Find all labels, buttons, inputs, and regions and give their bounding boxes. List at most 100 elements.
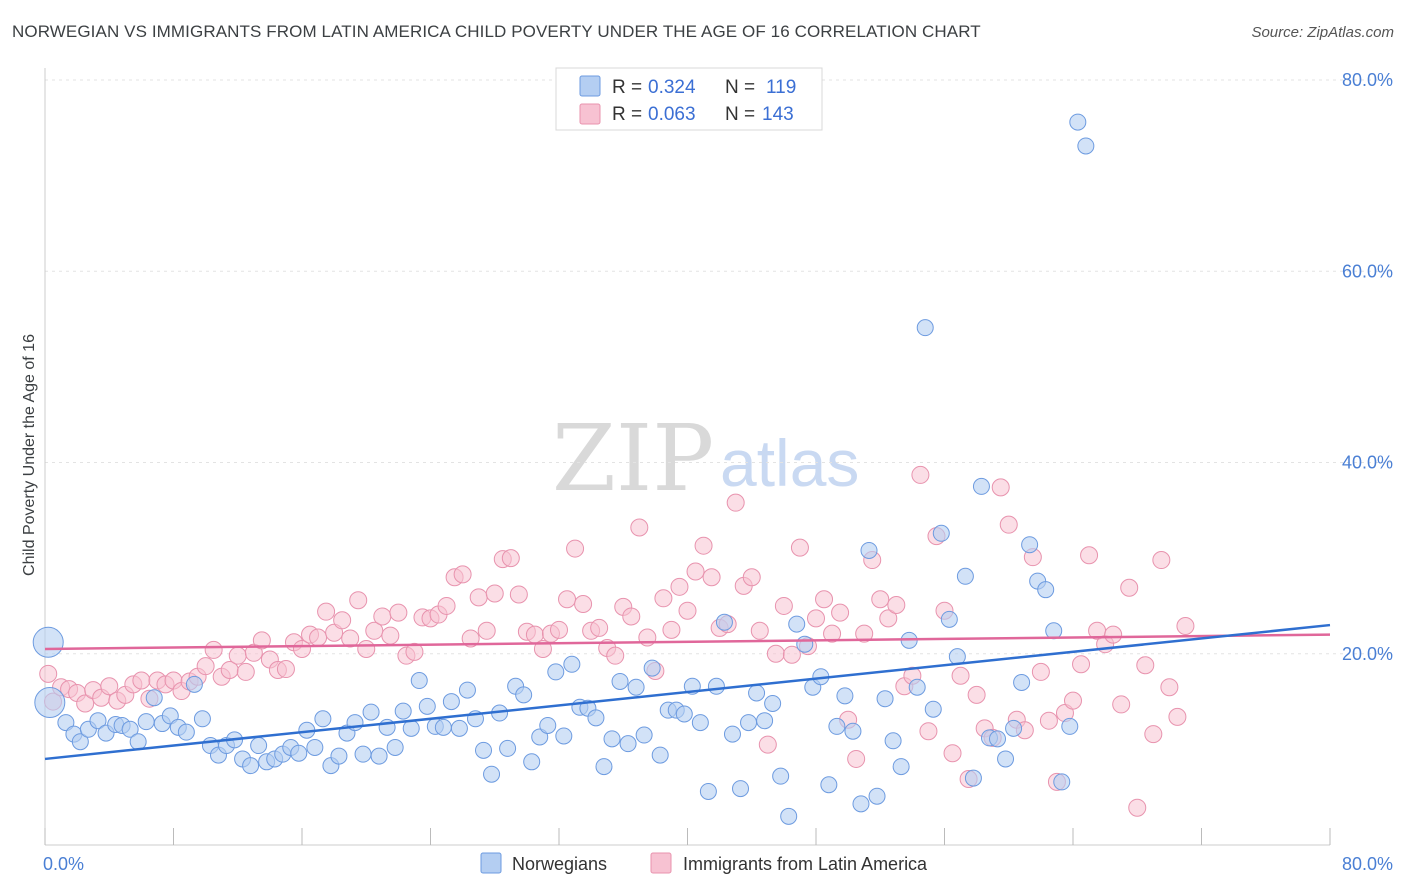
y-tick-label-60: 60.0% (1342, 261, 1393, 281)
latin-america-point (196, 657, 215, 676)
norwegian-point (121, 720, 139, 738)
latin-america-point (967, 685, 986, 704)
norwegian-point (828, 717, 846, 735)
latin-america-points (39, 465, 1195, 817)
legend-n-label-2: N = (725, 104, 755, 125)
latin-america-point (349, 591, 368, 610)
norwegian-point (523, 753, 541, 771)
norwegian-point (34, 687, 66, 719)
latin-america-point (317, 602, 336, 621)
latin-america-point (550, 620, 568, 639)
norwegian-point (820, 776, 838, 794)
norwegian-point (1069, 113, 1087, 131)
norwegian-point (193, 710, 211, 728)
y-tick-label-80: 80.0% (1342, 70, 1393, 90)
latin-america-point (871, 590, 890, 609)
norwegian-point (370, 747, 388, 765)
norwegian-point (997, 750, 1015, 768)
latin-america-point (1112, 695, 1131, 714)
latin-america-point (437, 596, 456, 615)
norwegian-point (306, 738, 324, 756)
latin-america-point (606, 646, 625, 665)
norwegian-point (434, 718, 452, 736)
latin-america-point (911, 465, 930, 484)
latin-america-point (726, 493, 745, 512)
latin-america-point (590, 618, 609, 637)
norwegian-point (330, 747, 348, 765)
latin-america-point (1104, 625, 1123, 644)
latin-america-point (1152, 551, 1171, 570)
norwegian-point (908, 678, 926, 696)
legend-swatch-latin-america (579, 103, 601, 125)
latin-america-point (815, 590, 834, 609)
latin-america-point (276, 660, 295, 679)
latin-america-point (702, 568, 721, 587)
norwegian-point (884, 732, 902, 750)
legend-r-label-1: R = (612, 77, 642, 98)
latin-america-point (566, 539, 585, 558)
norwegian-point (932, 524, 950, 542)
norwegian-point (290, 744, 308, 762)
norwegian-point (137, 713, 155, 731)
latin-america-point (774, 596, 793, 615)
latin-america-point (1080, 546, 1099, 565)
latin-america-point (742, 568, 761, 587)
latin-america-point (766, 644, 785, 663)
norwegian-point (177, 723, 195, 741)
latin-america-point (654, 589, 673, 608)
norwegian-point (627, 678, 645, 696)
norwegian-point (1077, 137, 1095, 155)
norwegian-point (788, 615, 806, 633)
latin-america-point (999, 515, 1018, 534)
norwegian-point (772, 767, 790, 785)
norwegian-point (892, 758, 910, 776)
latin-america-point (405, 642, 424, 661)
latin-america-point (943, 744, 962, 763)
latin-america-point (1031, 662, 1050, 681)
watermark-zip: ZIP (552, 405, 714, 512)
norwegian-point (354, 745, 372, 763)
latin-america-point (501, 549, 520, 568)
latin-america-point (678, 601, 697, 620)
norwegian-point (1021, 536, 1039, 554)
latin-america-point (1039, 711, 1058, 730)
norwegian-point (410, 672, 428, 690)
trend-line-norwegians (44, 623, 1331, 761)
latin-america-point (807, 609, 825, 628)
x-ticks (44, 828, 1331, 845)
latin-america-point (1136, 656, 1155, 675)
latin-america-point (782, 645, 801, 664)
latin-america-point (461, 629, 480, 648)
norwegian-point (764, 694, 782, 712)
norwegian-point (314, 710, 332, 728)
norwegian-point (547, 663, 565, 681)
latin-america-point (39, 664, 58, 683)
latin-america-point (1128, 798, 1147, 817)
norwegian-point (611, 672, 629, 690)
norwegian-point (1053, 773, 1071, 791)
latin-america-point (533, 639, 552, 658)
latin-america-point (357, 639, 376, 658)
norwegian-point (643, 659, 661, 677)
norwegian-point (956, 567, 974, 585)
latin-america-point (485, 584, 504, 603)
norwegian-point (635, 726, 653, 744)
norwegian-point (964, 769, 982, 787)
latin-america-point (951, 666, 970, 685)
y-tick-label-20: 20.0% (1342, 644, 1393, 664)
norwegian-point (876, 690, 894, 708)
norwegian-point (595, 758, 613, 776)
latin-america-point (309, 628, 328, 647)
norwegian-point (740, 714, 758, 732)
latin-america-point (855, 624, 874, 643)
norwegian-point (386, 738, 404, 756)
latin-america-point (574, 595, 593, 614)
norwegian-point (145, 689, 163, 707)
latin-america-point (204, 640, 223, 659)
norwegian-point (603, 730, 621, 748)
norwegian-point (619, 735, 637, 753)
latin-america-point (630, 518, 649, 537)
latin-america-point (758, 735, 777, 754)
trend-line-latin-america (44, 633, 1331, 651)
